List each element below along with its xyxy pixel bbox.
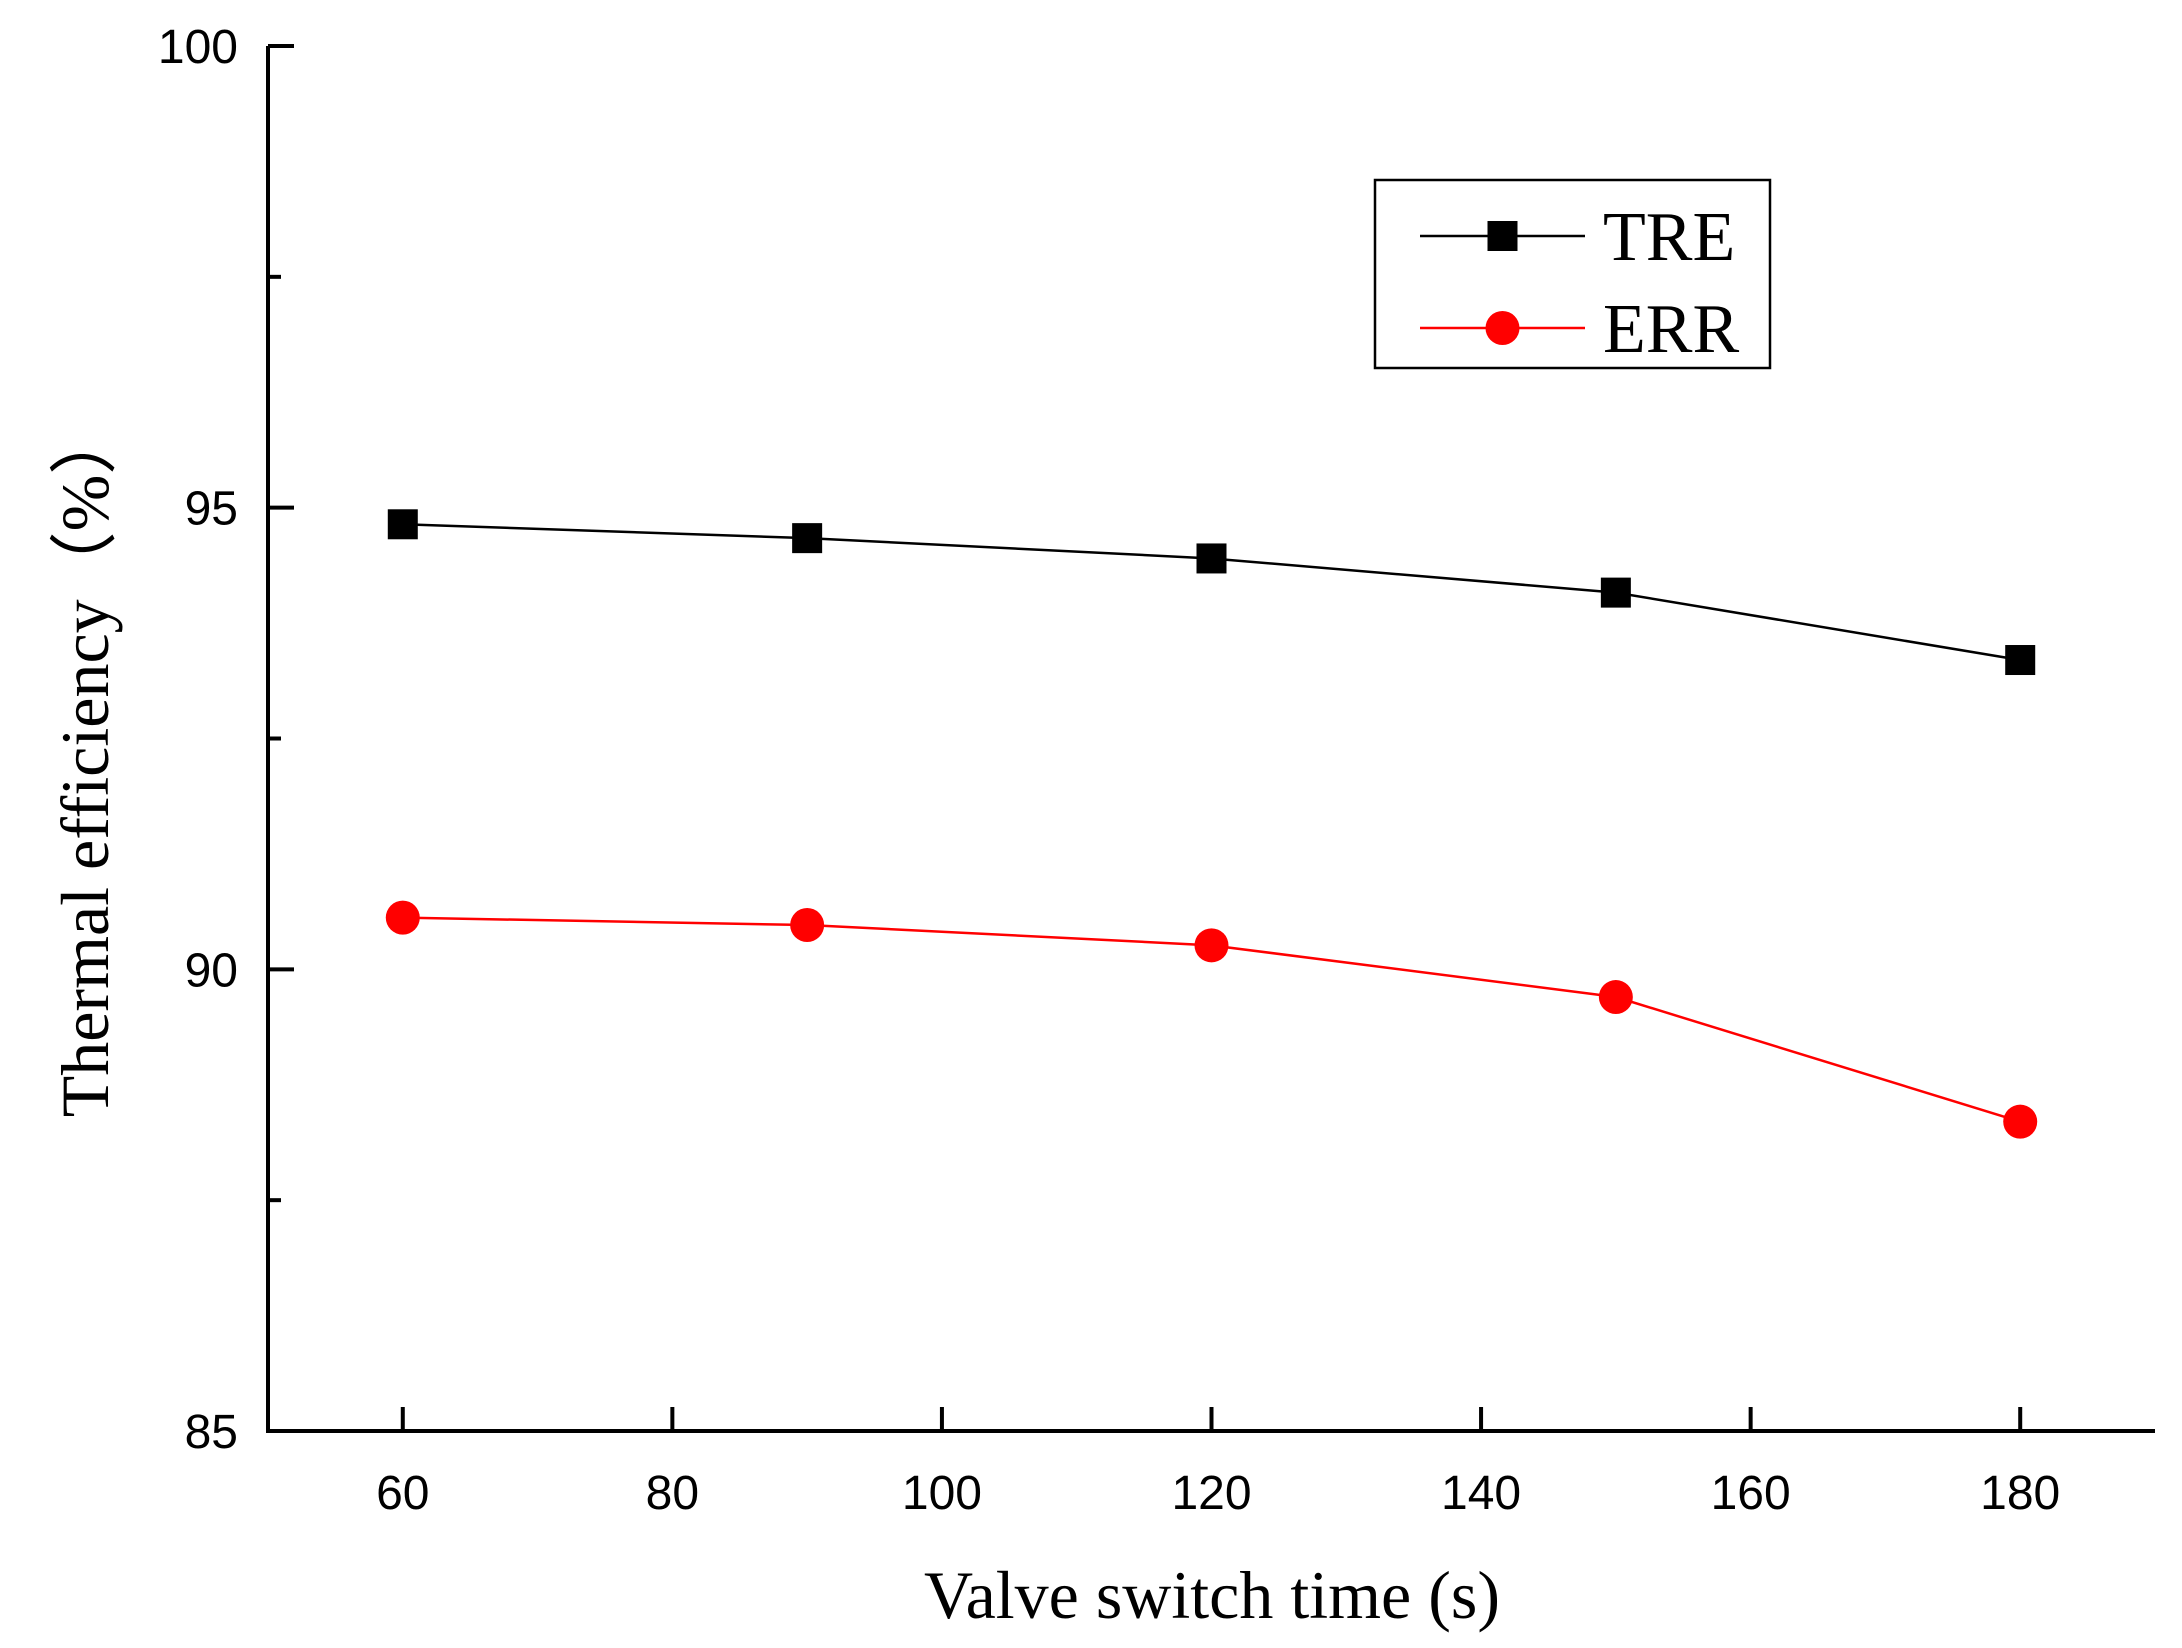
series-layer	[385, 509, 2038, 1139]
data-point-tre	[1196, 543, 1227, 574]
data-point-err	[385, 900, 420, 935]
x-axis-title: Valve switch time (s)	[924, 1557, 1500, 1633]
x-tick-label: 140	[1441, 1467, 1521, 1520]
legend-label-tre: TRE	[1603, 199, 1735, 276]
x-tick-label: 80	[646, 1467, 699, 1520]
data-point-tre	[792, 523, 823, 554]
legend-marker-err	[1485, 311, 1520, 345]
y-tick-label: 90	[185, 944, 238, 997]
series-err	[385, 900, 2038, 1139]
legend-label-err: ERR	[1603, 291, 1739, 368]
axes: 60 80 100 120 140 160 180 85 90 95 100	[158, 21, 2155, 1520]
data-point-err	[1598, 980, 1633, 1015]
data-point-tre	[2005, 645, 2036, 676]
legend-marker-tre	[1487, 221, 1518, 251]
y-tick-label: 95	[185, 483, 238, 536]
legend: TRE ERR	[1373, 178, 1772, 370]
y-tick-label: 100	[158, 21, 238, 74]
data-point-err	[790, 908, 825, 943]
x-tick-label: 60	[376, 1467, 429, 1520]
x-tick-label: 180	[1980, 1467, 2060, 1520]
x-tick-label: 100	[902, 1467, 982, 1520]
data-point-tre	[387, 509, 418, 540]
legend-box	[1373, 178, 1772, 370]
y-axis-title: Thermal efficiency（%）	[47, 407, 123, 1118]
x-tick-label: 160	[1711, 1467, 1791, 1520]
x-tick-label: 120	[1171, 1467, 1251, 1520]
data-point-tre	[1600, 577, 1631, 608]
data-point-err	[1194, 928, 1229, 963]
series-tre	[387, 509, 2036, 676]
y-tick-label: 85	[185, 1406, 238, 1459]
data-point-err	[2003, 1104, 2038, 1139]
